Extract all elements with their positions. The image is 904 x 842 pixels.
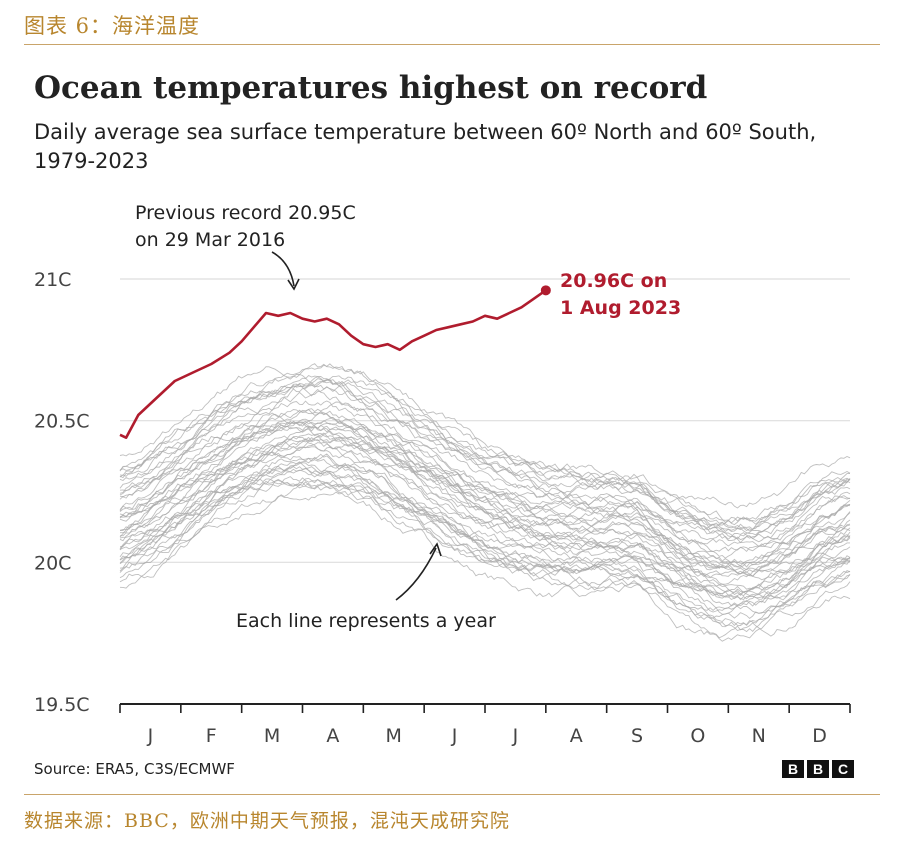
x-tick-label: N <box>752 725 766 747</box>
year-line <box>119 453 850 599</box>
year-line <box>119 432 851 590</box>
year-line <box>119 491 851 639</box>
year-line <box>119 401 851 541</box>
bbc-logo: B B C <box>782 760 854 778</box>
bbc-logo-b1: B <box>782 760 804 778</box>
year-line <box>119 375 851 526</box>
previous-record-line2: on 29 Mar 2016 <box>135 229 285 251</box>
y-tick-label: 21C <box>34 269 71 291</box>
year-line <box>119 378 851 540</box>
bbc-logo-b2: B <box>807 760 829 778</box>
year-line <box>119 465 851 596</box>
bottom-rule <box>24 794 880 795</box>
annotations: Previous record 20.95C on 29 Mar 2016 20… <box>135 202 681 632</box>
x-tick-label: J <box>512 725 519 747</box>
current-record-line2: 1 Aug 2023 <box>560 297 681 319</box>
series-2023-line <box>119 289 547 439</box>
x-tick-label: D <box>812 725 827 747</box>
year-line <box>119 462 851 597</box>
x-tick-label: J <box>147 725 154 747</box>
previous-record-arrowhead <box>287 278 300 291</box>
y-tick-label: 20C <box>34 552 71 574</box>
x-tick-label: M <box>264 725 280 747</box>
year-line <box>119 421 851 567</box>
previous-record-arrow <box>271 251 295 287</box>
chart-subtitle: Daily average sea surface temperature be… <box>34 120 817 173</box>
lines-note-arrow <box>395 547 437 601</box>
background-year-lines <box>119 363 851 642</box>
footer-source: 数据来源：BBC，欧洲中期天气预报，混沌天成研究院 <box>24 810 510 832</box>
chart-area: 21C 20.5C 20C 19.5C J F M A M J J A S O N D Previous r… <box>34 202 851 747</box>
x-tick-label: S <box>631 725 643 747</box>
bbc-logo-c: C <box>832 760 854 778</box>
year-line <box>119 386 851 543</box>
y-tick-label: 19.5C <box>34 694 90 716</box>
record-point <box>540 285 551 296</box>
source-text: Source: ERA5, C3S/ECMWF <box>34 760 235 778</box>
x-tick-label: A <box>326 725 339 747</box>
x-tick-label: J <box>451 725 458 747</box>
year-line <box>119 435 851 564</box>
year-line <box>119 446 851 601</box>
year-line <box>119 476 851 626</box>
highlight-2023-series <box>119 285 551 439</box>
year-line <box>119 432 851 577</box>
year-line <box>119 363 851 509</box>
previous-record-line1: Previous record 20.95C <box>135 202 356 224</box>
x-tick-label: M <box>386 725 402 747</box>
x-tick-label: O <box>690 725 705 747</box>
year-line <box>119 409 851 544</box>
x-tick-label: F <box>206 725 217 747</box>
year-line <box>119 410 851 553</box>
year-line <box>119 428 851 579</box>
figure-label: 图表 6：海洋温度 <box>24 14 201 38</box>
lines-note-arrowhead <box>429 542 442 557</box>
current-record-line1: 20.96C on <box>560 270 667 292</box>
lines-note: Each line represents a year <box>236 610 496 632</box>
year-line <box>119 400 851 548</box>
x-tick-label: A <box>570 725 583 747</box>
year-line <box>120 439 851 581</box>
year-line <box>119 378 851 532</box>
year-line <box>119 461 851 619</box>
year-line <box>119 468 851 642</box>
year-line <box>119 382 851 532</box>
top-rule <box>24 44 880 45</box>
year-line <box>119 464 851 612</box>
year-line <box>120 439 851 595</box>
y-tick-label: 20.5C <box>34 411 90 433</box>
chart-title: Ocean temperatures highest on record <box>34 70 708 106</box>
year-line <box>119 363 851 533</box>
year-line <box>119 408 851 571</box>
